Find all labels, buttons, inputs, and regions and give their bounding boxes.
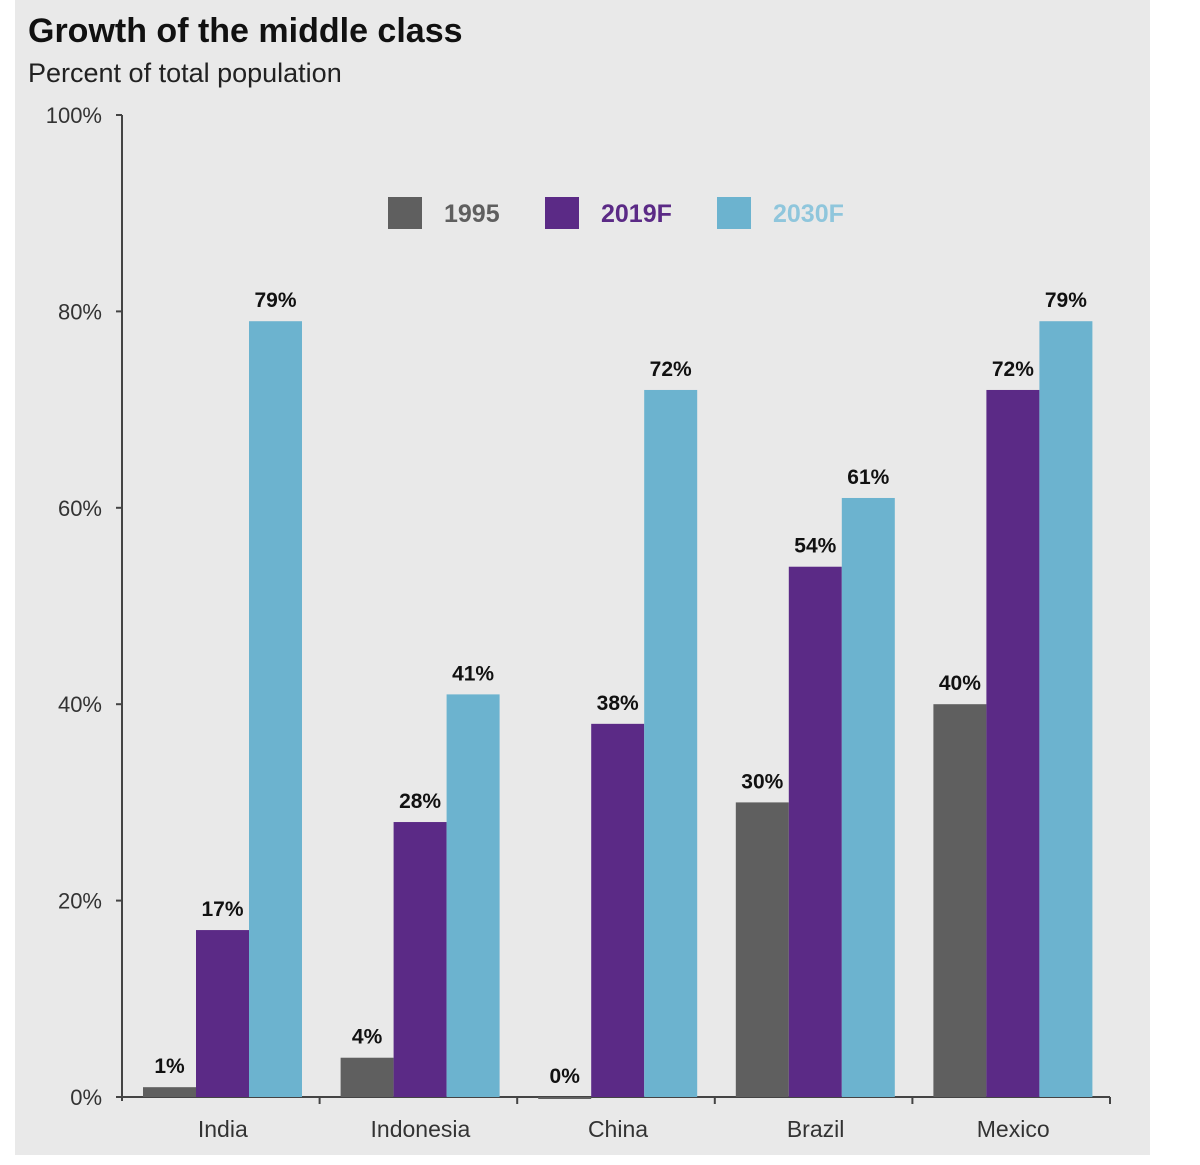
bar-2030F-mexico <box>1039 321 1093 1098</box>
data-label: 72% <box>650 358 692 381</box>
data-label: 54% <box>794 535 836 558</box>
legend-swatch-2019F <box>545 197 579 229</box>
x-tick-label: China <box>588 1116 648 1142</box>
x-tick-label: Indonesia <box>371 1116 471 1142</box>
y-tick-label: 80% <box>58 299 102 324</box>
bar-2019F-mexico <box>986 389 1040 1098</box>
data-label: 41% <box>452 662 494 685</box>
bar-2030F-india <box>249 321 302 1098</box>
x-tick-label: Brazil <box>787 1116 845 1142</box>
bar-1995-brazil <box>735 802 789 1097</box>
y-tick-label: 0% <box>70 1085 102 1110</box>
legend-label: 1995 <box>444 200 500 228</box>
bar-1995-mexico <box>933 704 987 1097</box>
bar-1995-india <box>143 1087 196 1097</box>
data-label: 30% <box>741 770 783 793</box>
bar-1995-indonesia <box>340 1057 394 1097</box>
y-tick-label: 40% <box>58 692 102 717</box>
bar-2019F-china <box>591 723 645 1097</box>
bar-1995-china <box>538 1097 592 1099</box>
y-tick-label: 20% <box>58 889 102 914</box>
bar-2030F-brazil <box>841 497 895 1098</box>
data-label: 40% <box>939 672 981 695</box>
y-tick-label: 100% <box>46 103 102 128</box>
data-label: 79% <box>254 289 296 312</box>
bar-2019F-brazil <box>788 566 842 1097</box>
legend-label: 2019F <box>601 200 672 228</box>
legend-swatch-1995 <box>388 197 422 229</box>
legend-swatch-2030F <box>717 197 751 229</box>
bar-2019F-indonesia <box>393 822 447 1097</box>
data-label: 79% <box>1045 289 1087 312</box>
x-tick-label: Mexico <box>977 1116 1050 1142</box>
bar-2019F-india <box>196 930 249 1097</box>
data-label: 61% <box>847 466 889 489</box>
data-label: 4% <box>352 1026 383 1049</box>
data-label: 1% <box>154 1055 185 1078</box>
bar-2030F-indonesia <box>446 694 500 1097</box>
chart-subtitle: Percent of total population <box>28 58 342 88</box>
data-label: 28% <box>399 790 441 813</box>
bar-2030F-china <box>644 389 698 1098</box>
y-tick-label: 60% <box>58 496 102 521</box>
data-label: 72% <box>992 358 1034 381</box>
data-label: 0% <box>550 1065 581 1088</box>
x-tick-label: India <box>198 1116 248 1142</box>
chart-title: Growth of the middle class <box>28 12 463 50</box>
data-label: 38% <box>597 692 639 715</box>
legend-label: 2030F <box>773 200 844 228</box>
data-label: 17% <box>201 898 243 921</box>
